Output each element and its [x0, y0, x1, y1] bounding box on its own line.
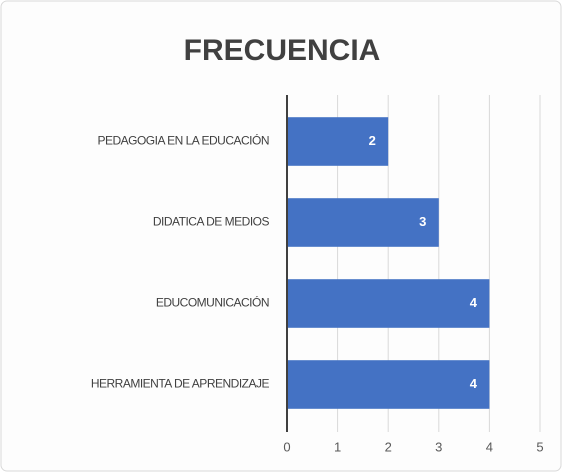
y-tick-label: HERRAMIENTA DE APRENDIZAJE: [91, 377, 270, 391]
bar: [287, 279, 490, 328]
x-tick-label: 4: [486, 439, 493, 454]
x-tick-label: 2: [385, 439, 392, 454]
bar: [287, 360, 490, 409]
x-tick-label: 5: [536, 439, 543, 454]
chart-title: FRECUENCIA: [184, 34, 381, 67]
x-tick-label: 1: [334, 439, 341, 454]
data-label: 4: [470, 376, 478, 391]
bar: [287, 198, 439, 247]
y-tick-label: DIDATICA DE MEDIOS: [153, 215, 270, 229]
y-tick-label: EDUCOMUNICACIÓN: [156, 295, 269, 310]
data-label: 3: [419, 214, 426, 229]
x-tick-label: 3: [435, 439, 442, 454]
data-label: 4: [470, 295, 478, 310]
x-tick-label: 0: [283, 439, 290, 454]
bar: [287, 117, 389, 166]
data-label: 2: [369, 133, 376, 148]
y-tick-label: PEDAGOGIA EN LA EDUCACIÓN: [97, 133, 269, 148]
